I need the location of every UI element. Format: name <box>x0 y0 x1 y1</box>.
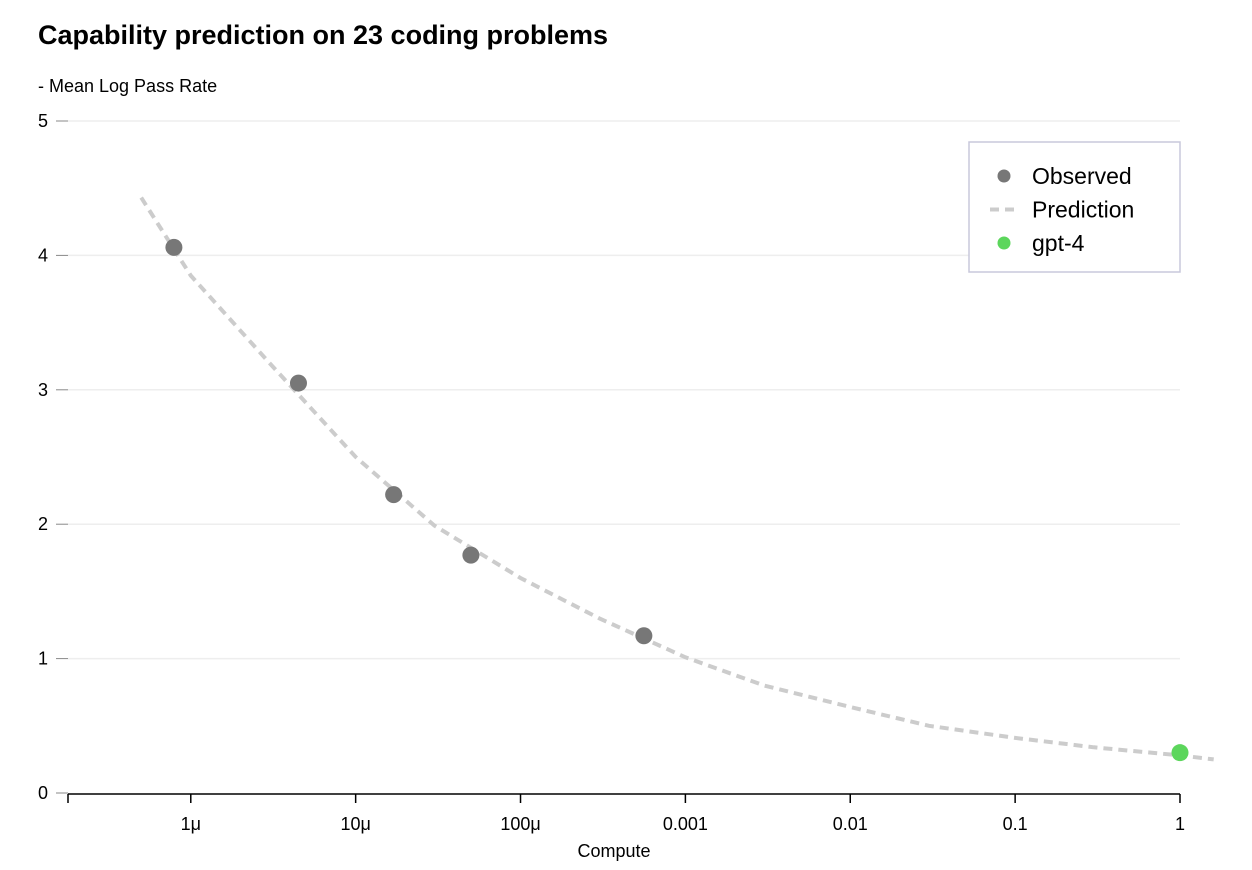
y-tick-label: 3 <box>38 380 48 400</box>
x-tick-label: 0.01 <box>833 814 868 834</box>
x-tick-label: 100μ <box>500 814 540 834</box>
x-tick-label: 0.001 <box>663 814 708 834</box>
legend-swatch <box>997 169 1011 183</box>
observed-point <box>462 546 480 564</box>
gpt-4-point <box>1171 744 1189 762</box>
observed-point <box>165 238 183 256</box>
series <box>139 196 1214 762</box>
y-axis-label: - Mean Log Pass Rate <box>38 76 218 96</box>
legend-label: gpt-4 <box>1032 230 1085 256</box>
y-tick-label: 4 <box>38 245 48 265</box>
legend-box <box>968 141 1181 273</box>
y-tick-label: 2 <box>38 514 48 534</box>
x-axis-label: Compute <box>577 841 650 861</box>
y-tick-label: 1 <box>38 649 48 669</box>
prediction-line <box>139 196 1214 762</box>
legend-label: Prediction <box>1032 197 1134 223</box>
observed-point <box>289 374 307 392</box>
observed-point <box>635 627 653 645</box>
x-tick-label: 10μ <box>340 814 370 834</box>
legend: Observed Prediction gpt-4 <box>968 141 1181 273</box>
x-tick-label: 0.1 <box>1003 814 1028 834</box>
x-tick-label: 1μ <box>181 814 201 834</box>
chart-title: Capability prediction on 23 coding probl… <box>38 20 609 50</box>
y-tick-label: 5 <box>38 111 48 131</box>
y-tick-label: 0 <box>38 783 48 803</box>
axes: 0 1 2 3 4 5 1μ 10μ 100μ 0.001 0.01 0.1 1 Compute <box>38 111 1185 861</box>
legend-swatch <box>997 236 1011 250</box>
x-tick-label: 1 <box>1175 814 1185 834</box>
legend-label: Observed <box>1032 163 1132 189</box>
observed-point <box>385 486 403 504</box>
